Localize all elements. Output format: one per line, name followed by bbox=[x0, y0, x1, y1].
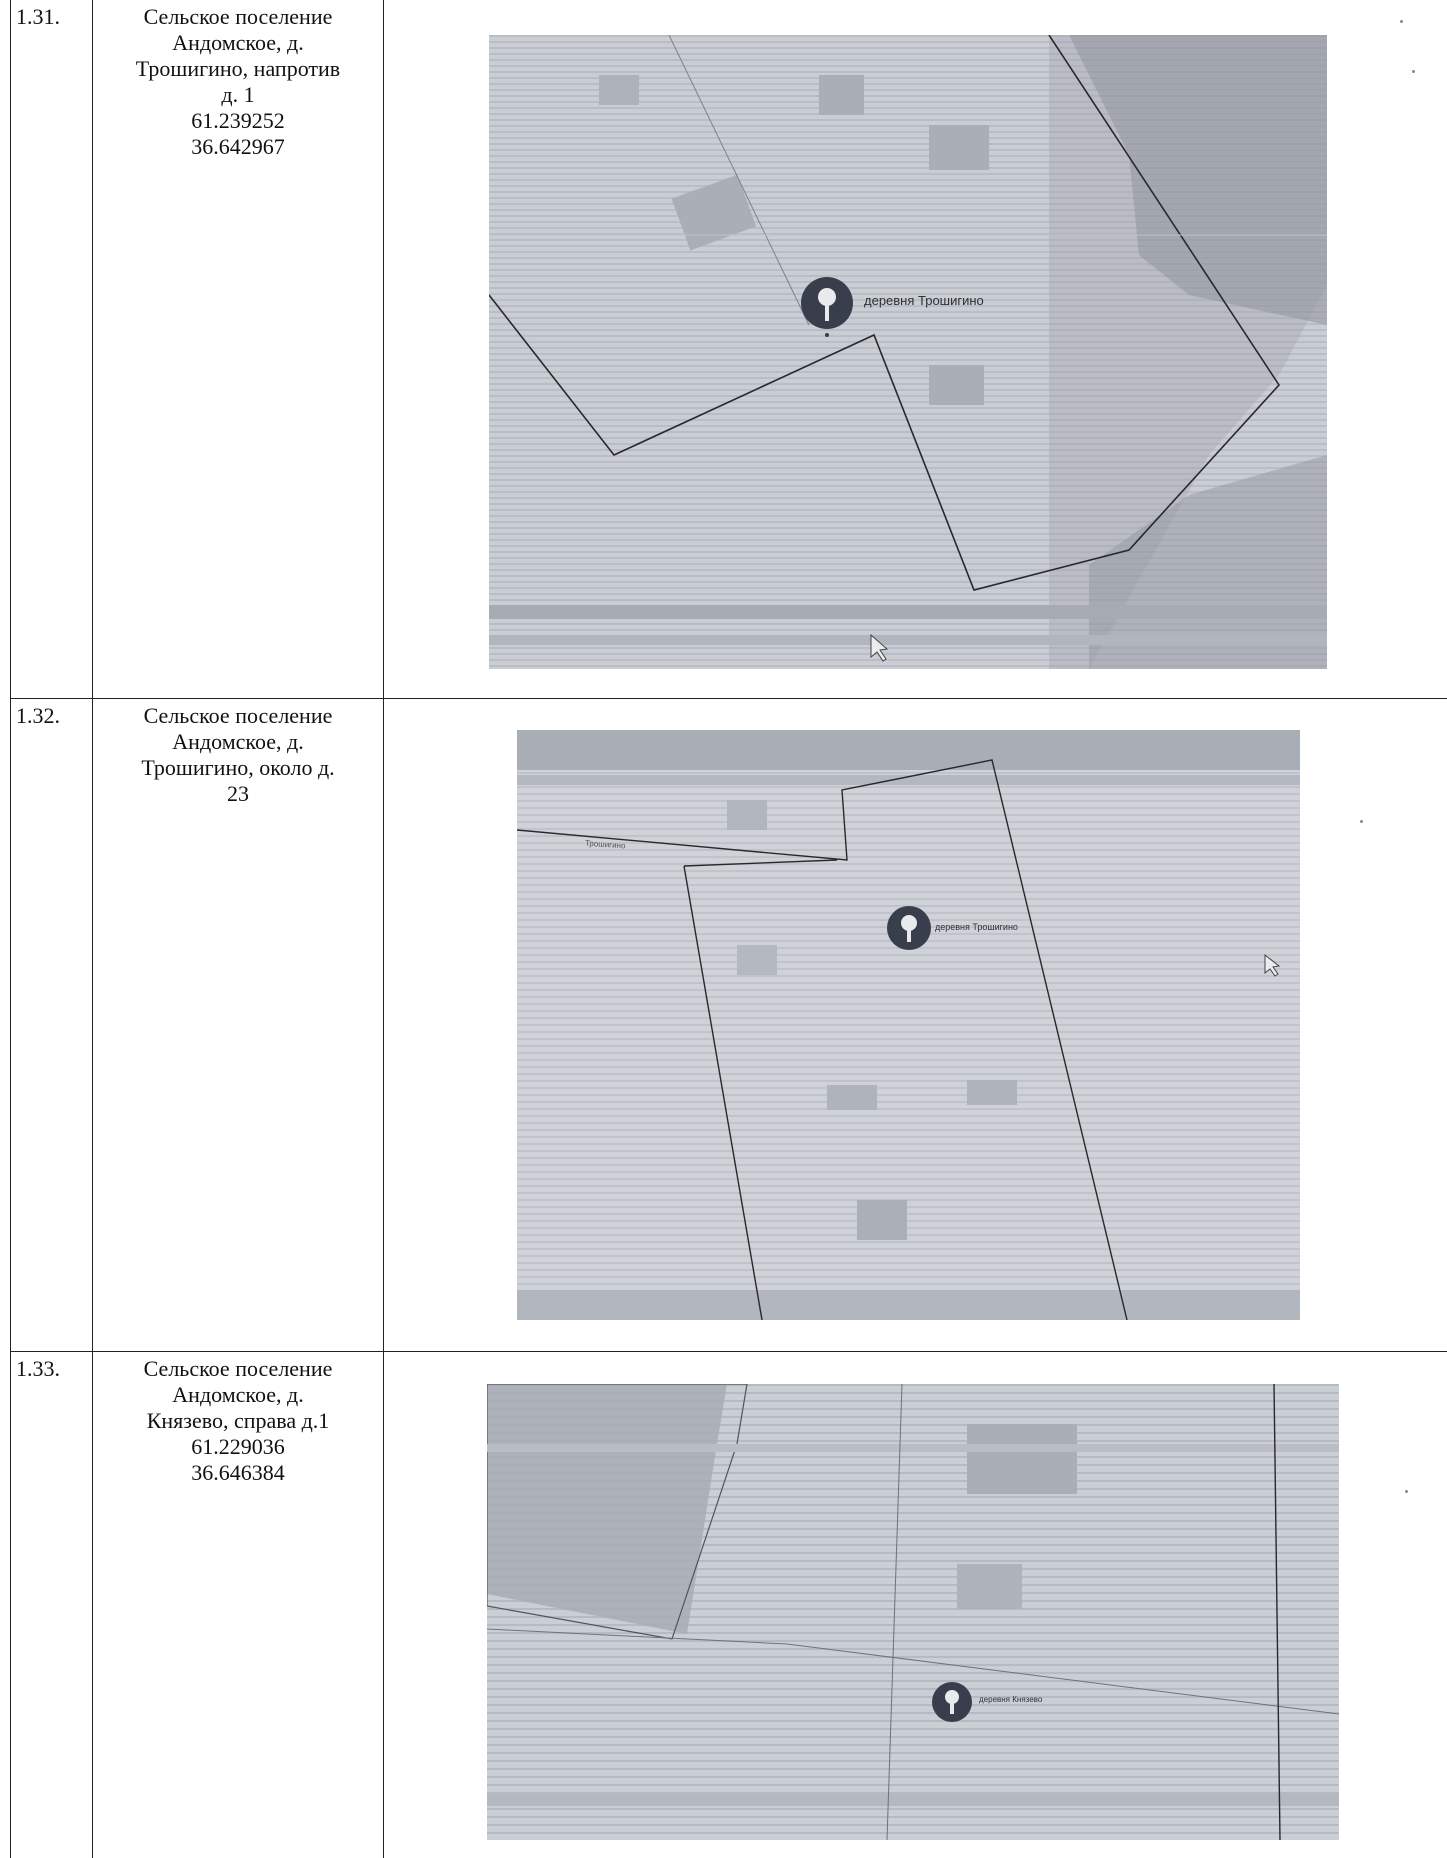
scan-artifact bbox=[1400, 20, 1403, 23]
map-screenshot-3: деревня Князево bbox=[487, 1384, 1339, 1840]
column-divider bbox=[10, 0, 11, 698]
column-divider bbox=[92, 1352, 93, 1858]
column-divider bbox=[383, 1352, 384, 1858]
map-image bbox=[489, 35, 1327, 669]
column-divider bbox=[10, 699, 11, 1352]
document-table: 1.31. Сельское поселение Андомское, д. Т… bbox=[10, 0, 1447, 1858]
map-screenshot-2: деревня Трошигино Трошигино bbox=[517, 730, 1300, 1320]
scan-artifact bbox=[1360, 820, 1363, 823]
address-cell: Сельское поселение Андомское, д. Князево… bbox=[102, 1356, 374, 1486]
map-image bbox=[517, 730, 1300, 1320]
scan-artifact bbox=[1412, 70, 1415, 73]
address-line: Трошигино, около д. bbox=[141, 755, 335, 780]
row-number: 1.32. bbox=[16, 703, 60, 728]
map-pin-icon bbox=[887, 906, 931, 950]
address-cell: Сельское поселение Андомское, д. Трошиги… bbox=[102, 4, 374, 160]
longitude: 36.646384 bbox=[191, 1460, 285, 1485]
table-row: 1.31. Сельское поселение Андомское, д. Т… bbox=[10, 0, 1447, 698]
address-line: Трошигино, напротив bbox=[135, 56, 341, 81]
table-row: 1.33. Сельское поселение Андомское, д. К… bbox=[10, 1351, 1447, 1858]
row-number: 1.31. bbox=[16, 4, 60, 29]
address-line: д. 1 bbox=[221, 82, 255, 107]
address-line: Сельское поселение bbox=[143, 703, 333, 728]
address-line: Андомское, д. bbox=[172, 729, 304, 754]
map-place-label: деревня Трошигино bbox=[864, 293, 984, 308]
map-pin-icon bbox=[932, 1682, 972, 1722]
map-place-label: деревня Трошигино bbox=[935, 922, 1018, 932]
map-screenshot-1: деревня Трошигино bbox=[489, 35, 1327, 669]
map-place-label: деревня Князево bbox=[979, 1695, 1043, 1704]
scan-artifact bbox=[1405, 1490, 1408, 1493]
column-divider bbox=[92, 0, 93, 698]
longitude: 36.642967 bbox=[191, 134, 285, 159]
column-divider bbox=[92, 699, 93, 1352]
latitude: 61.239252 bbox=[191, 108, 285, 133]
column-divider bbox=[10, 1352, 11, 1858]
address-line: Князево, справа д.1 bbox=[146, 1408, 330, 1433]
address-line: 23 bbox=[227, 781, 249, 806]
column-divider bbox=[383, 699, 384, 1352]
latitude: 61.229036 bbox=[191, 1434, 285, 1459]
row-number: 1.33. bbox=[16, 1356, 60, 1381]
address-cell: Сельское поселение Андомское, д. Трошиги… bbox=[102, 703, 374, 807]
address-line: Андомское, д. bbox=[172, 30, 304, 55]
column-divider bbox=[383, 0, 384, 698]
table-row: 1.32. Сельское поселение Андомское, д. Т… bbox=[10, 698, 1447, 1352]
map-pin-icon bbox=[801, 277, 853, 337]
address-line: Сельское поселение bbox=[143, 4, 333, 29]
map-image bbox=[487, 1384, 1339, 1840]
address-line: Сельское поселение bbox=[143, 1356, 333, 1381]
address-line: Андомское, д. bbox=[172, 1382, 304, 1407]
